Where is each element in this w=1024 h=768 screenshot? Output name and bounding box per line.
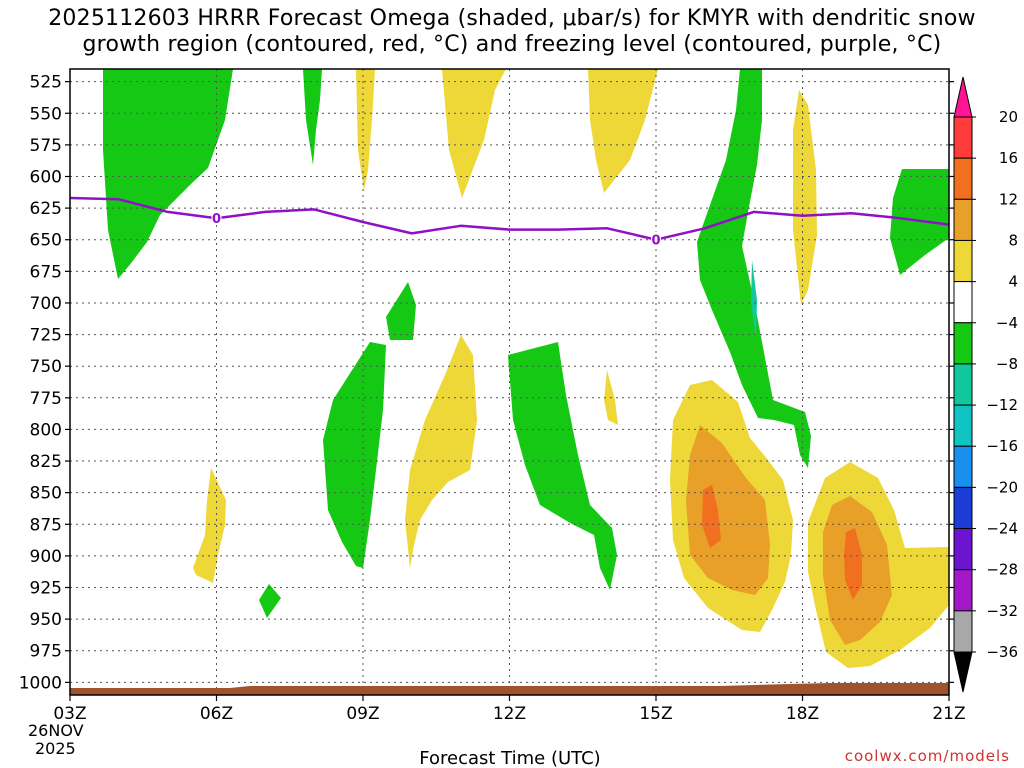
chart-title-line1: 2025112603 HRRR Forecast Omega (shaded, …	[48, 6, 976, 31]
x-tick-label: 21Z	[932, 704, 965, 724]
omega-region-green	[508, 342, 617, 590]
colorbar-label: −16	[986, 437, 1018, 455]
y-tick-label: 725	[30, 326, 62, 346]
colorbar-swatch	[953, 569, 973, 612]
watermark: coolwx.com/models	[845, 747, 1010, 765]
terrain-strip	[70, 683, 949, 695]
y-tick-label: 900	[30, 547, 62, 567]
omega-region-orange	[844, 528, 862, 600]
colorbar-swatch	[953, 528, 973, 571]
colorbar-swatch	[953, 157, 973, 200]
omega-region-orange	[702, 485, 721, 548]
omega-region-yellow	[193, 468, 226, 583]
y-tick-label: 575	[30, 136, 62, 156]
colorbar-swatch	[953, 363, 973, 406]
omega-shading	[103, 69, 949, 668]
omega-region-green	[103, 69, 233, 279]
x-tick-label: 06Z	[200, 704, 233, 724]
colorbar-label: −36	[986, 643, 1018, 661]
y-tick-label: 800	[30, 420, 62, 440]
y-tick-label: 750	[30, 357, 62, 377]
freezing-level-label: 0	[212, 212, 221, 227]
colorbar-swatch	[953, 198, 973, 241]
x-tick-label: 09Z	[346, 704, 379, 724]
omega-region-yellow	[405, 335, 477, 568]
colorbar: 20 16 12 8 4 −4 −8 −12 −16 −20 −24 −28 −32 −36	[953, 76, 1018, 693]
chart-title: 2025112603 HRRR Forecast Omega (shaded, …	[0, 6, 1024, 58]
omega-region-green	[323, 342, 386, 568]
colorbar-swatch	[953, 239, 973, 283]
y-tick-label: 825	[30, 452, 62, 472]
x-tick-label: 18Z	[786, 704, 819, 724]
freezing-level-contour: 00	[69, 196, 950, 249]
colorbar-label: −8	[996, 355, 1018, 373]
colorbar-swatch	[953, 322, 973, 365]
y-tick-label: 975	[30, 642, 62, 662]
omega-region-tan	[686, 425, 770, 595]
y-tick-label: 650	[30, 231, 62, 251]
y-tick-label: 925	[30, 579, 62, 599]
omega-region-green	[697, 69, 811, 468]
omega-region-green	[386, 282, 416, 340]
colorbar-label: −24	[986, 520, 1018, 538]
y-axis: 525 550 575 600 625 650 675 700 725 750 775 800 825 8…	[19, 73, 954, 693]
y-tick-label: 550	[30, 104, 62, 124]
x-date-label-year: 2025	[35, 739, 76, 758]
colorbar-swatch	[953, 610, 973, 653]
y-tick-label: 775	[30, 389, 62, 409]
chart-grid	[70, 69, 949, 695]
colorbar-swatch	[953, 404, 973, 447]
y-tick-label: 675	[30, 262, 62, 282]
freezing-label-bg	[211, 210, 222, 226]
x-date-label-day: 26NOV	[28, 721, 84, 740]
y-tick-label: 875	[30, 515, 62, 535]
y-tick-label: 525	[30, 73, 62, 93]
omega-region-teal	[751, 260, 757, 340]
freezing-level-label: 0	[651, 234, 660, 249]
omega-region-green	[890, 169, 949, 275]
colorbar-label: 8	[1008, 231, 1018, 249]
omega-region-green	[303, 69, 322, 165]
colorbar-label: 12	[999, 190, 1018, 208]
omega-region-yellow	[793, 90, 817, 305]
colorbar-label: 20	[999, 108, 1018, 126]
x-axis: 03Z 06Z 09Z 12Z 15Z 18Z 21Z	[53, 695, 966, 724]
y-tick-label: 850	[30, 484, 62, 504]
y-tick-label: 1000	[19, 673, 62, 693]
colorbar-swatch	[953, 445, 973, 488]
colorbar-label: −28	[986, 561, 1018, 579]
colorbar-label: 16	[999, 149, 1018, 167]
freezing-level-line	[69, 196, 950, 241]
x-axis-label: Forecast Time (UTC)	[419, 748, 600, 768]
colorbar-swatch	[953, 116, 973, 159]
y-tick-label: 600	[30, 167, 62, 187]
colorbar-label: 4	[1008, 273, 1018, 291]
colorbar-label: −4	[996, 314, 1018, 332]
omega-region-yellow	[588, 69, 658, 193]
y-tick-label: 950	[30, 610, 62, 630]
colorbar-label: −20	[986, 478, 1018, 496]
colorbar-swatch	[953, 76, 973, 118]
colorbar-swatch	[953, 651, 973, 693]
freezing-label-bg	[651, 231, 661, 247]
x-tick-label: 03Z	[53, 704, 86, 724]
colorbar-label: −12	[986, 396, 1018, 414]
colorbar-label: −32	[986, 602, 1018, 620]
omega-region-green	[259, 584, 281, 618]
colorbar-swatch	[953, 486, 973, 530]
colorbar-swatch	[953, 281, 973, 324]
y-tick-label: 625	[30, 199, 62, 219]
chart-title-line2: growth region (contoured, red, °C) and f…	[82, 32, 942, 57]
omega-region-yellow	[442, 69, 506, 198]
x-tick-label: 12Z	[493, 704, 526, 724]
x-tick-label: 15Z	[639, 704, 672, 724]
omega-region-yellow	[356, 69, 375, 191]
y-tick-label: 700	[30, 294, 62, 314]
